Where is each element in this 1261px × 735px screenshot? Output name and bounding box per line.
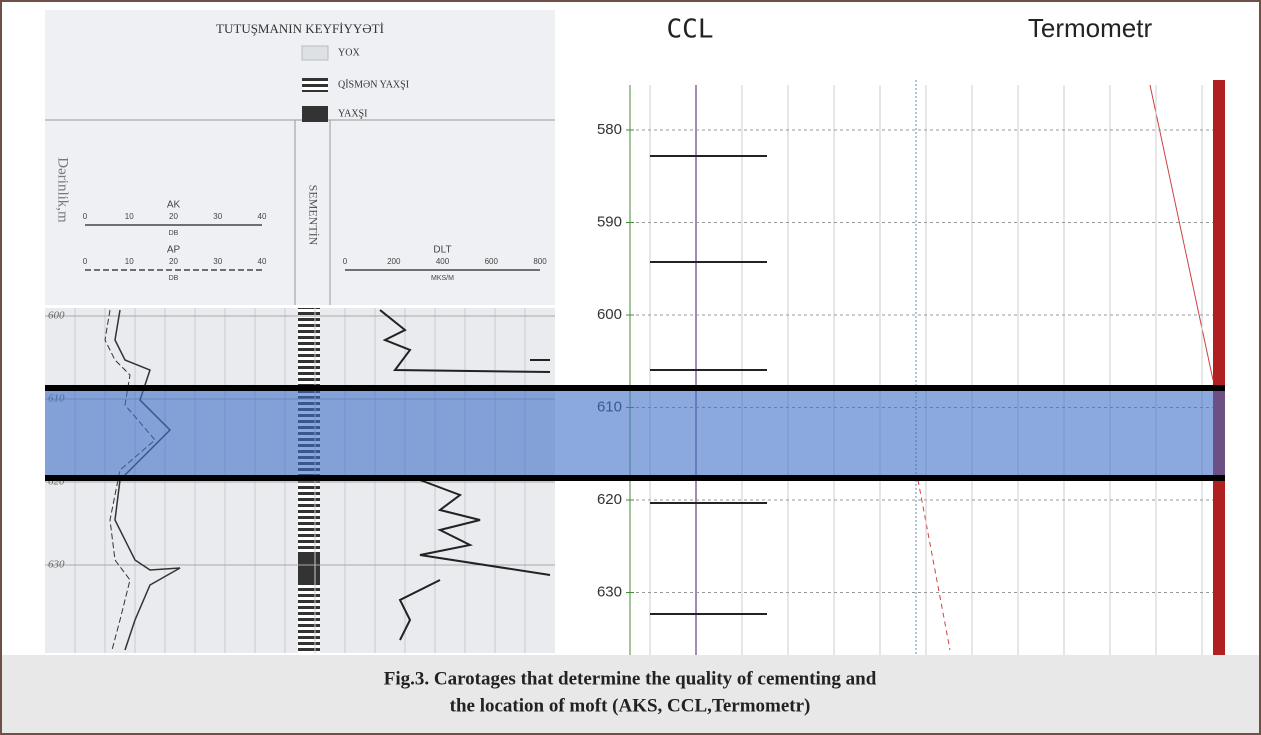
depth-label: 630 [48, 559, 65, 571]
legend-label: YOX [338, 47, 360, 58]
legend-swatch [302, 78, 328, 92]
tick-label: 10 [125, 257, 134, 266]
thermo-title: Termometr [1028, 13, 1153, 43]
tick-label: 200 [387, 257, 401, 266]
tick-label: 800 [533, 257, 547, 266]
tick-label: 40 [258, 257, 267, 266]
right-edge-track [1213, 80, 1225, 655]
tick-label: 400 [436, 257, 450, 266]
legend-label: QİSMƏN YAXŞI [338, 78, 409, 90]
tick-label: 0 [83, 212, 88, 221]
legend-swatch [302, 106, 328, 122]
depth-label: 600 [597, 306, 622, 323]
depth-label: 590 [597, 213, 622, 230]
tick-label: 600 [485, 257, 499, 266]
axis-unit: DB [169, 275, 179, 282]
depth-label: 600 [48, 310, 65, 322]
tick-label: 20 [169, 257, 178, 266]
tick-label: 30 [213, 212, 222, 221]
legend-title: TUTUŞMANIN KEYFİYYƏTİ [216, 21, 384, 36]
depth-label: 620 [597, 491, 622, 508]
legend-label: YAXŞI [338, 108, 367, 119]
depth-label: Dərinlik,m [55, 157, 71, 223]
caption-line: Fig.3. Carotages that determine the qual… [384, 668, 877, 689]
cement-label: SEMENTİN [306, 185, 320, 246]
highlight-band [45, 390, 1225, 478]
tick-label: 0 [343, 257, 348, 266]
legend-swatch [301, 45, 329, 61]
caption-box [2, 655, 1259, 733]
dlt-curve [379, 309, 551, 641]
axis-label: AP [167, 245, 181, 256]
axis-label: AK [167, 200, 181, 211]
ccl-title: CCL [667, 15, 714, 45]
axis-unit: MKS/M [431, 275, 454, 282]
tick-label: 0 [83, 257, 88, 266]
tick-label: 30 [213, 257, 222, 266]
left-header [45, 10, 555, 305]
thermo-curve [917, 479, 951, 651]
tick-label: 10 [125, 212, 134, 221]
cement-good [298, 555, 320, 585]
axis-unit: DB [169, 230, 179, 237]
tick-label: 40 [258, 212, 267, 221]
right-log [560, 80, 1225, 655]
caption-line: the location of moft (AKS, CCL,Termometr… [450, 695, 811, 716]
depth-label: 630 [597, 583, 622, 600]
tick-label: 20 [169, 212, 178, 221]
depth-label: 580 [597, 121, 622, 138]
axis-label: DLT [433, 245, 451, 256]
